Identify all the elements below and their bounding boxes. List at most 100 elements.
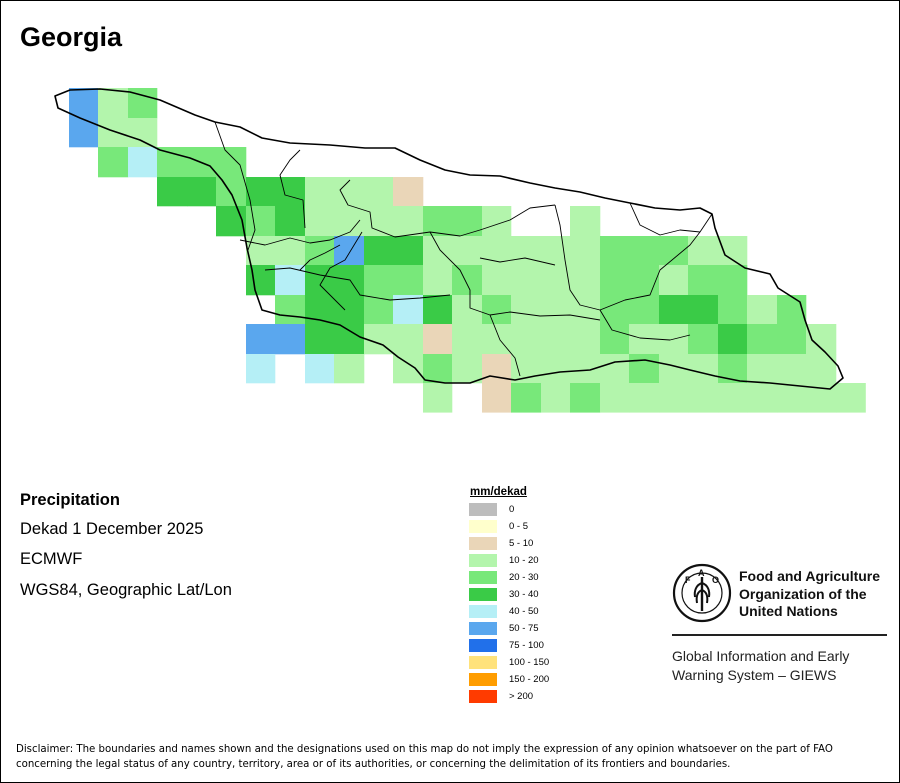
precip-cell <box>747 354 778 384</box>
legend-entry: 75 - 100 <box>469 637 549 654</box>
svg-text:O: O <box>712 575 719 585</box>
region-border <box>239 219 361 246</box>
precipitation-map <box>54 88 866 413</box>
legend-swatch <box>469 571 497 584</box>
precip-cell <box>718 265 748 296</box>
precip-cell <box>482 383 512 413</box>
precip-cell <box>275 324 306 355</box>
legend-label: 10 - 20 <box>509 555 539 566</box>
region-border <box>479 257 556 266</box>
legend-label: 40 - 50 <box>509 606 539 617</box>
precip-cell <box>659 383 689 413</box>
projection-label: WGS84, Geographic Lat/Lon <box>20 581 232 599</box>
precip-cell <box>187 177 217 207</box>
region-border <box>599 309 691 341</box>
precip-cell <box>305 354 335 384</box>
precip-cell <box>482 295 512 325</box>
precip-cell <box>541 354 571 384</box>
precip-cell <box>482 236 512 266</box>
precip-cell <box>541 236 571 266</box>
legend-swatch <box>469 673 497 686</box>
precip-cell <box>246 324 276 355</box>
precip-cell <box>570 265 601 296</box>
svg-text:A: A <box>698 568 705 578</box>
precip-cell <box>629 295 660 325</box>
legend-label: 0 <box>509 504 515 515</box>
precip-cell <box>216 206 247 237</box>
precip-cell <box>275 295 306 325</box>
legend-swatch <box>469 588 497 601</box>
precip-cell <box>364 206 394 237</box>
source-label: ECMWF <box>20 550 83 568</box>
precip-cell <box>688 265 719 296</box>
precip-cell <box>836 383 866 413</box>
precip-cell <box>570 324 601 355</box>
precip-cell <box>629 236 660 266</box>
precip-cell <box>452 324 483 355</box>
precip-cell <box>718 324 748 355</box>
region-border <box>429 231 521 377</box>
precip-cell <box>98 147 129 178</box>
precip-cell <box>511 324 542 355</box>
svg-text:F: F <box>685 575 691 585</box>
precip-cell <box>511 265 542 296</box>
precip-cell <box>216 147 247 178</box>
precip-cell <box>69 118 99 148</box>
precip-cell <box>570 295 601 325</box>
precip-cell <box>629 354 660 384</box>
precip-cell <box>688 236 719 266</box>
precip-cell <box>452 236 483 266</box>
precip-cell <box>541 295 571 325</box>
precip-cell <box>275 177 306 207</box>
legend-swatch <box>469 656 497 669</box>
precip-cell <box>629 383 660 413</box>
giews-line: Warning System – GIEWS <box>672 667 837 683</box>
region-border <box>299 244 341 271</box>
giews-label: Global Information and Early Warning Sys… <box>672 647 849 685</box>
precip-cell <box>688 295 719 325</box>
precip-cell <box>393 177 424 207</box>
precip-cell <box>246 354 276 384</box>
precip-cell <box>718 295 748 325</box>
map-title: Georgia <box>20 22 123 52</box>
precip-cell <box>98 88 129 119</box>
precip-cell <box>600 265 630 296</box>
legend-label: > 200 <box>509 691 534 702</box>
legend-swatch <box>469 554 497 567</box>
georgia-outline <box>54 88 844 390</box>
legend-entry: 0 <box>469 501 549 518</box>
legend-label: 30 - 40 <box>509 589 539 600</box>
legend-entry: 10 - 20 <box>469 552 549 569</box>
legend-label: 50 - 75 <box>509 623 539 634</box>
variable-label: Precipitation <box>20 491 120 509</box>
legend-swatch <box>469 690 497 703</box>
legend-label: 75 - 100 <box>509 640 544 651</box>
precip-cell <box>157 147 188 178</box>
precip-cell <box>482 324 512 355</box>
precip-cell <box>777 354 807 384</box>
precip-cell <box>541 383 571 413</box>
legend-entry: 20 - 30 <box>469 569 549 586</box>
precip-cell <box>334 324 365 355</box>
precip-cell <box>305 177 335 207</box>
precip-cell <box>511 295 542 325</box>
precip-cell <box>688 383 719 413</box>
legend-entries: 0 0 - 5 5 - 10 10 - 20 20 - 30 30 - 40 40 - 50… <box>469 501 549 705</box>
precip-cell <box>629 265 660 296</box>
precip-cell <box>570 206 601 237</box>
organization-name-line: United Nations <box>739 603 838 619</box>
region-border <box>264 267 451 301</box>
legend-swatch <box>469 503 497 516</box>
precip-cell <box>423 295 453 325</box>
precip-cell <box>452 295 483 325</box>
precip-cell <box>393 265 424 296</box>
precip-cell <box>747 324 778 355</box>
precip-cell <box>334 295 365 325</box>
precip-cell <box>69 88 99 119</box>
divider <box>672 634 887 636</box>
precip-cell <box>98 118 129 148</box>
precip-cell <box>275 206 306 237</box>
precip-cell <box>806 324 837 355</box>
precip-cell <box>600 324 630 355</box>
legend-swatch <box>469 537 497 550</box>
